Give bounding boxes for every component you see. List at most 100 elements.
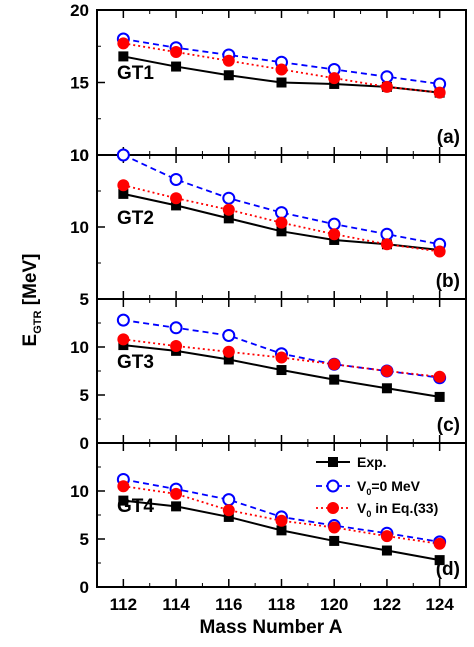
data-point-v0-eq xyxy=(222,345,235,358)
data-point-v0-eq xyxy=(170,46,183,59)
data-point-v0-eq xyxy=(275,514,288,527)
data-point-exp xyxy=(381,545,392,556)
data-point-exp xyxy=(329,374,340,385)
y-tick-label: 5 xyxy=(80,530,89,549)
y-tick-label: 5 xyxy=(80,386,89,405)
data-point-exp xyxy=(223,70,234,81)
data-point-exp xyxy=(276,77,287,88)
data-point-v0-eq xyxy=(328,228,341,241)
data-point-v0-eq xyxy=(275,351,288,364)
data-point-v0-eq xyxy=(433,86,446,99)
data-point-v0-eq xyxy=(170,487,183,500)
data-point-v0-eq xyxy=(433,245,446,258)
data-point-v0-zero xyxy=(116,313,130,327)
data-point-exp xyxy=(329,535,340,546)
data-point-exp xyxy=(223,354,234,365)
data-point-v0-eq xyxy=(380,530,393,543)
y-tick-label: 5 xyxy=(80,290,89,309)
data-point-v0-zero xyxy=(169,172,183,186)
panel-label: GT2 xyxy=(117,208,154,229)
data-point-v0-zero xyxy=(116,148,130,162)
data-point-v0-eq xyxy=(170,340,183,353)
x-tick-label: 116 xyxy=(215,595,242,614)
data-point-v0-zero xyxy=(222,328,236,342)
y-tick-label: 10 xyxy=(70,218,89,237)
data-point-exp xyxy=(276,226,287,237)
x-tick-label: 120 xyxy=(320,595,348,614)
data-point-v0-eq xyxy=(328,358,341,371)
data-point-v0-eq xyxy=(222,54,235,67)
y-axis-label-unit: [MeV] xyxy=(20,254,41,311)
data-point-exp xyxy=(276,365,287,376)
legend-label-main: V xyxy=(357,478,367,494)
data-point-v0-eq xyxy=(328,72,341,85)
data-point-v0-zero xyxy=(327,217,341,231)
panel-4: 0 5 10 GT4 (d) xyxy=(70,442,467,597)
y-tick-label: 15 xyxy=(70,74,89,93)
panel-label: GT4 xyxy=(117,496,154,517)
data-point-v0-eq xyxy=(275,63,288,76)
panel-label: GT1 xyxy=(117,63,154,84)
legend-marker-v0-eq xyxy=(327,502,339,514)
y-axis-label-sub: GTR xyxy=(32,310,44,333)
data-point-v0-eq xyxy=(433,370,446,383)
x-axis-label: Mass Number A xyxy=(200,617,343,638)
data-point-v0-eq xyxy=(328,521,341,534)
y-tick-label: 10 xyxy=(70,146,89,165)
legend-label-sub: 0 xyxy=(366,509,371,519)
data-point-v0-zero xyxy=(380,70,394,84)
y-axis-label: EGTR [MeV] xyxy=(20,254,44,347)
panel-1: 10 15 20 GT1 (a) xyxy=(70,1,467,165)
data-point-exp xyxy=(171,501,182,512)
data-point-v0-eq xyxy=(222,203,235,216)
data-point-v0-eq xyxy=(222,504,235,517)
data-point-v0-eq xyxy=(117,179,130,192)
data-point-v0-eq xyxy=(170,192,183,205)
panel-tag: (c) xyxy=(437,415,460,436)
data-point-v0-zero xyxy=(380,227,394,241)
y-axis-label-main: E xyxy=(20,334,41,347)
legend-marker-exp xyxy=(328,457,338,467)
data-point-v0-eq xyxy=(117,333,130,346)
x-tick-label: 124 xyxy=(425,595,454,614)
data-point-v0-eq xyxy=(433,537,446,550)
y-tick-label: 0 xyxy=(80,578,89,597)
data-point-v0-eq xyxy=(275,216,288,229)
data-point-v0-zero xyxy=(275,206,288,220)
data-point-exp xyxy=(223,511,234,522)
data-point-exp xyxy=(171,61,182,72)
data-point-exp xyxy=(171,200,182,211)
legend-marker-v0-zero xyxy=(326,479,340,493)
x-tick-label: 112 xyxy=(110,595,137,614)
data-point-exp xyxy=(434,391,445,402)
legend-label-rest: in Eq.(33) xyxy=(371,500,438,516)
x-tick-label: 122 xyxy=(373,595,401,614)
legend-label-1: Exp. xyxy=(357,454,387,470)
data-point-v0-eq xyxy=(380,365,393,377)
x-tick-label: 114 xyxy=(162,595,190,614)
panel-tag: (a) xyxy=(437,127,460,148)
data-point-exp xyxy=(434,555,445,566)
panel-tag: (b) xyxy=(436,271,460,292)
data-point-v0-eq xyxy=(117,37,130,50)
legend-label-rest: =0 MeV xyxy=(371,478,420,494)
data-point-v0-zero xyxy=(169,321,183,335)
legend-label-sub: 0 xyxy=(366,487,371,497)
panel-tag: (d) xyxy=(436,559,460,580)
data-point-v0-eq xyxy=(380,238,393,251)
legend-label-main: V xyxy=(357,500,367,516)
data-point-exp xyxy=(276,525,287,536)
data-point-exp xyxy=(381,383,392,394)
y-tick-label: 0 xyxy=(80,434,89,453)
panel-3: 0 5 10 GT3 (c) xyxy=(70,298,467,453)
data-point-v0-zero xyxy=(222,493,236,507)
y-tick-label: 10 xyxy=(70,338,89,357)
data-point-exp xyxy=(118,495,129,506)
legend-label-3: V0 in Eq.(33) xyxy=(357,500,438,519)
x-tick-label: 118 xyxy=(268,595,295,614)
y-tick-label: 10 xyxy=(70,482,89,501)
data-point-v0-eq xyxy=(117,480,130,493)
panel-label: GT3 xyxy=(117,352,154,373)
